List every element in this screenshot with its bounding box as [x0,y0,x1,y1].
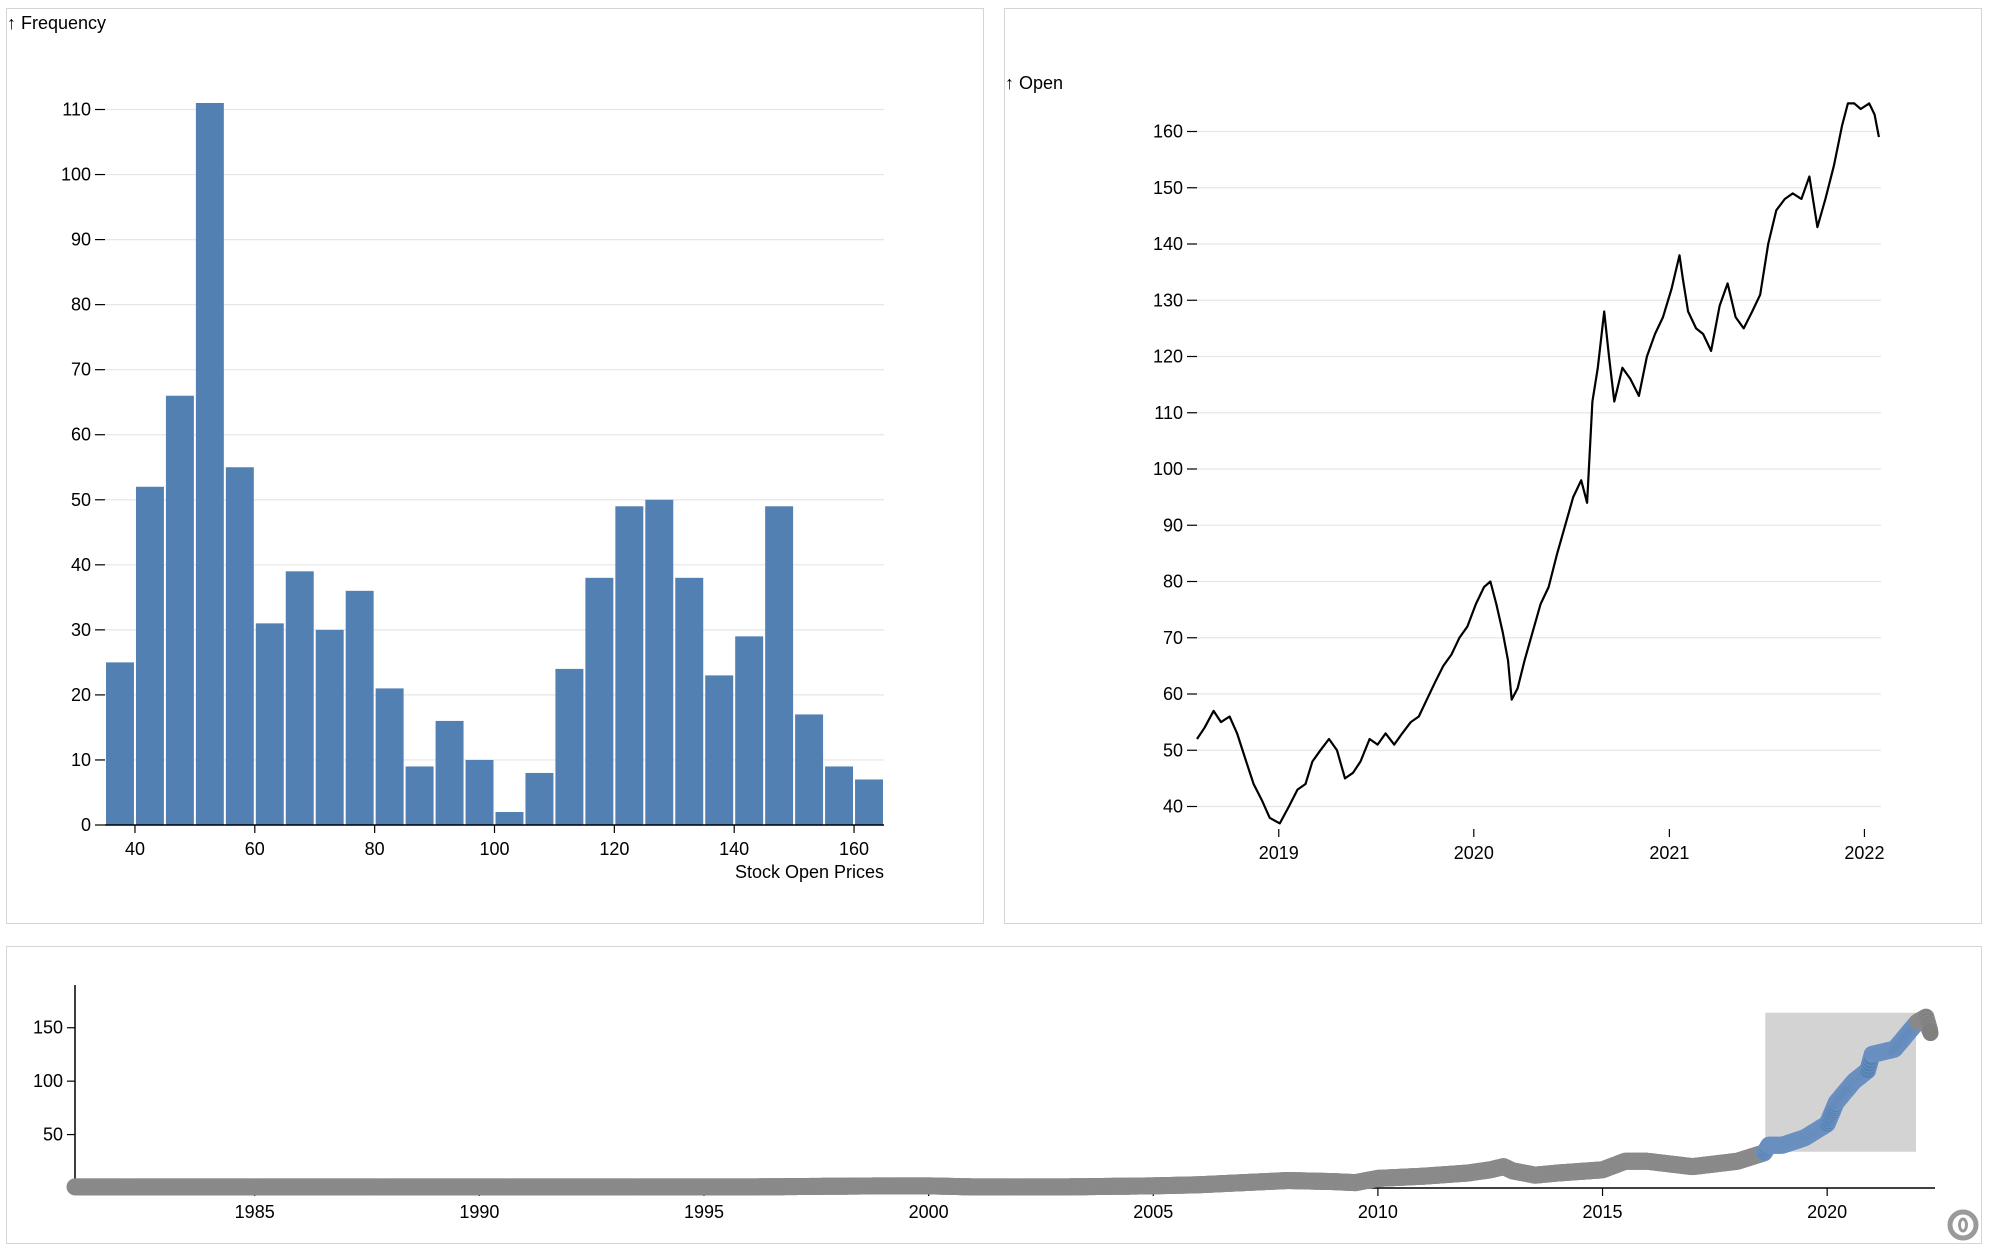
overview-panel: 50 100 150 1985 1990 1995 2000 2005 2010 2015 2020 [6,946,1982,1244]
histogram-bar [825,766,854,825]
histogram-bar [495,811,524,825]
x-tick-label: 40 [125,839,145,859]
y-tick-label: 70 [71,360,91,380]
data-point [1922,1025,1939,1042]
histogram-bar [285,571,314,825]
histogram-panel: ↑ Frequency Stock Open Prices 0 10 20 30 40 5… [6,8,984,924]
histogram-bar [106,662,134,825]
y-tick-label: 150 [33,1018,63,1038]
x-tick-label: 140 [719,839,749,859]
y-tick-label: 80 [1163,572,1183,592]
histogram-bar [195,103,224,825]
x-tick-label: 2005 [1133,1202,1173,1222]
y-tick-label: 60 [1163,684,1183,704]
y-tick-label: 100 [1153,459,1183,479]
histogram-bar [525,772,554,825]
histogram-chart: ↑ Frequency Stock Open Prices 0 10 20 30 40 5… [7,13,884,882]
y-tick-label: 90 [71,230,91,250]
y-tick-label: 70 [1163,628,1183,648]
line-gridlines [1197,130,1881,808]
histogram-bar [585,577,614,825]
y-tick-label: 0 [81,815,91,835]
y-tick-label: 50 [71,490,91,510]
histogram-bar [795,714,824,825]
y-tick-label: 90 [1163,515,1183,535]
histogram-bar [555,668,584,825]
y-tick-label: 140 [1153,234,1183,254]
x-tick-label: 1990 [459,1202,499,1222]
open-price-line [1196,102,1880,825]
x-tick-label: 120 [599,839,629,859]
histogram-bar [165,395,194,825]
y-tick-label: 50 [43,1125,63,1145]
histogram-bar [855,779,883,825]
y-tick-label: 130 [1153,290,1183,310]
y-tick-label: 40 [1163,797,1183,817]
y-tick-label: 100 [61,165,91,185]
x-tick-label: 2020 [1454,843,1494,863]
histogram-bar [645,499,674,825]
x-tick-label: 2022 [1844,843,1884,863]
histogram-bar [615,506,644,825]
histogram-bar [675,577,704,825]
x-tick-label: 60 [245,839,265,859]
y-tick-label: 110 [62,100,91,120]
histogram-bar [705,675,734,825]
x-tick-label: 2000 [909,1202,949,1222]
y-tick-label: 20 [71,685,91,705]
y-tick-label: 100 [33,1071,63,1091]
y-tick-label: 50 [1163,740,1183,760]
histogram-bar [135,486,164,825]
histogram-bar [255,623,284,825]
x-tick-label: 1995 [684,1202,724,1222]
line-panel: ↑ Open 40 50 60 70 80 90 100 110 120 130 140 150 160… [1004,8,1982,924]
histogram-bar [315,629,344,825]
y-tick-label: 120 [1153,347,1183,367]
overview-points [66,1008,1939,1196]
y-tick-label: 80 [71,295,91,315]
y-tick-label: 10 [71,750,91,770]
histogram-bar [735,636,764,825]
x-tick-label: 2015 [1583,1202,1623,1222]
histogram-bar [225,467,254,825]
y-tick-label: 30 [71,620,91,640]
x-tick-label: 2019 [1259,843,1299,863]
histogram-bar [435,720,464,825]
y-tick-label: 110 [1154,403,1183,423]
x-tick-label: 80 [365,839,385,859]
histogram-bar [465,759,494,825]
x-tick-label: 2020 [1807,1202,1847,1222]
y-tick-label: 40 [71,555,91,575]
x-tick-label: 100 [479,839,509,859]
histogram-bar [405,766,434,825]
histogram-bar [375,688,404,825]
histogram-y-axis-label: ↑ Frequency [7,13,106,33]
x-tick-label: 2010 [1358,1202,1398,1222]
histogram-x-axis-label: Stock Open Prices [735,862,884,882]
histogram-bar [345,590,374,825]
y-tick-label: 60 [71,425,91,445]
line-chart: ↑ Open 40 50 60 70 80 90 100 110 120 130 140 150 160… [1005,73,1884,863]
brush-selection[interactable] [1763,1010,1919,1154]
overview-scatter-chart: 50 100 150 1985 1990 1995 2000 2005 2010 2015 2020 [33,985,1979,1241]
x-tick-label: 1985 [235,1202,275,1222]
y-tick-label: 150 [1153,178,1183,198]
y-tick-label: 160 [1153,122,1183,142]
line-y-axis-label: ↑ Open [1005,73,1063,93]
x-tick-label: 160 [839,839,869,859]
x-tick-label: 2021 [1649,843,1689,863]
histogram-bar [765,506,794,825]
brush-handle-icon[interactable] [1947,1209,1979,1241]
